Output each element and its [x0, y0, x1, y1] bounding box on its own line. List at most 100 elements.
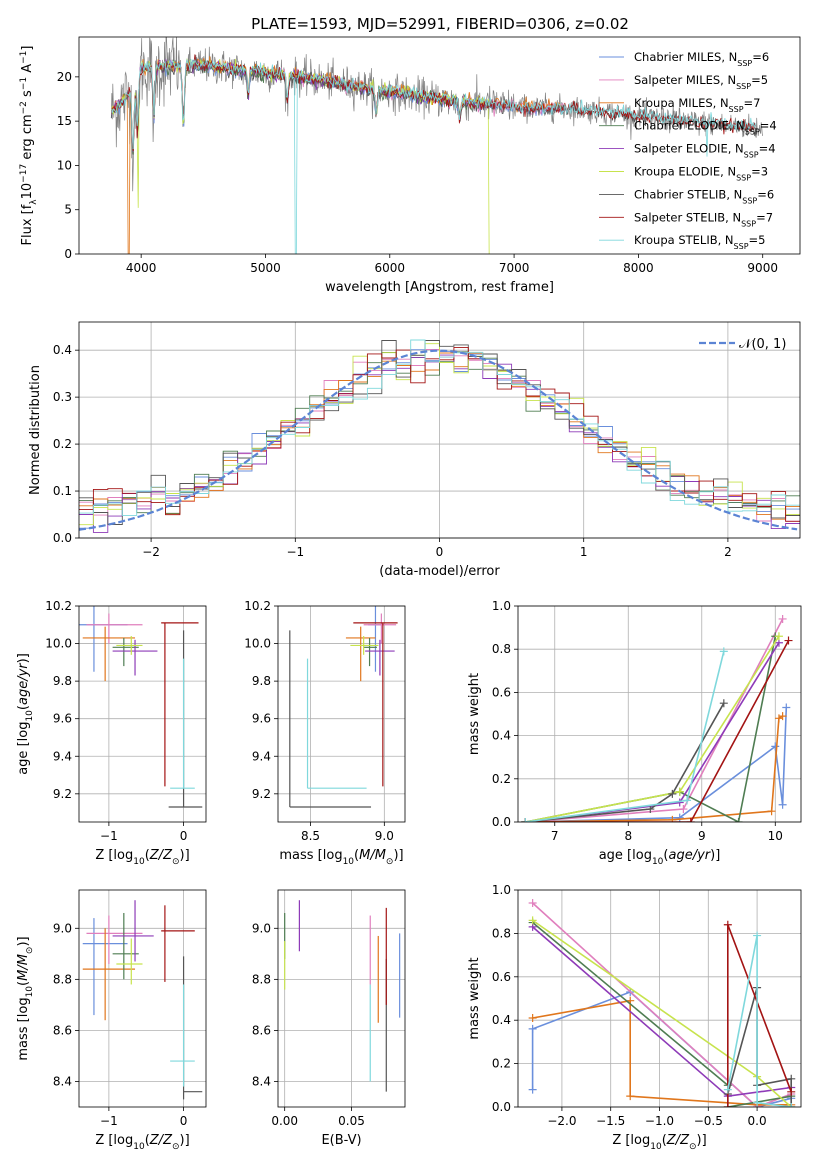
weight-marker [719, 647, 728, 656]
weight-marker [723, 1103, 732, 1107]
y-tick-label: 0.4 [492, 1013, 511, 1027]
y-tick-label: 10.0 [45, 637, 72, 651]
x-tick-label: −1 [100, 829, 118, 843]
weight-marker [778, 712, 787, 721]
plots-container: 4000 5000 6000 7000 8000 900005101520waveleng… [16, 36, 802, 1152]
plot-area-weight_vs_age [521, 614, 793, 822]
chart-residuals: −2 −1 0 1 2 0.0 0.1 0.2 0.3 0.4 (data-model)/error… [28, 321, 801, 579]
x-axis-label: E(B-V) [321, 1133, 361, 1148]
plot-area-weight_vs_Z [528, 899, 796, 1107]
chart-weight_vs_age: 7 8 9 10 0.0 0.2 0.4 0.6 0.8 1.0 age [log10(age/yr… [467, 599, 802, 867]
y-tick-label: 9.6 [53, 712, 72, 726]
weight-marker [528, 916, 537, 925]
weight-line-kroupa-stelib [727, 935, 792, 1107]
weight-marker [782, 703, 791, 712]
x-axis-label: mass [log10(M/M⊙)] [279, 848, 403, 867]
legend-label: Chabrier MILES, NSSP=6 [634, 50, 769, 68]
legend-label: Chabrier ELODIE, NSSP=4 [634, 119, 777, 137]
x-axis-label: (data-model)/error [379, 564, 500, 579]
weight-marker [723, 920, 732, 929]
plot-area-mass_vs_ebv [284, 900, 401, 1092]
y-tick-label: 0.0 [53, 531, 72, 545]
chart-weight_vs_Z: −2.0 −1.5 −1.0 −0.5 0.0 0.0 0.2 0.4 0.6 0.8 1.0 Z [… [467, 883, 802, 1152]
y-tick-label: 9.2 [252, 787, 271, 801]
legend-label: 𝒩(0, 1) [739, 337, 786, 352]
x-tick-label: 0 [180, 1114, 188, 1128]
legend-label: Salpeter ELODIE, NSSP=4 [634, 142, 776, 160]
weight-marker [778, 800, 787, 809]
weight-marker [683, 796, 692, 805]
y-tick-label: 8.8 [252, 972, 271, 986]
x-tick-label: 9 [698, 829, 706, 843]
model-line-kroupa-stelib [110, 58, 757, 254]
x-tick-label: 7 [551, 829, 559, 843]
weight-marker [528, 899, 537, 908]
axes-frame [277, 605, 406, 823]
x-tick-label: −1.0 [645, 1114, 674, 1128]
x-tick-label: 8 [624, 829, 632, 843]
y-tick-label: 0.8 [492, 926, 511, 940]
x-axis-label: age [log10(age/yr)] [599, 848, 721, 867]
x-axis-label: Z [log10(Z/Z⊙)] [612, 1133, 706, 1152]
weight-marker [675, 787, 684, 796]
weight-line-salpeter-stelib [525, 640, 790, 822]
weight-line-chabrier-stelib [525, 702, 725, 822]
x-tick-label: −0.5 [694, 1114, 723, 1128]
y-axis-label: age [log10(age/yr)] [16, 653, 35, 775]
residual-histogram-kroupa-stelib [79, 339, 800, 516]
weight-marker [723, 1085, 732, 1094]
plot-area-age_vs_Z [79, 606, 203, 808]
y-tick-label: 0.4 [492, 729, 511, 743]
axes-frame [517, 605, 802, 823]
legend-label: Kroupa ELODIE, NSSP=3 [634, 165, 768, 183]
axes-frame [78, 321, 801, 539]
legend-label: Kroupa STELIB, NSSP=5 [634, 233, 765, 251]
y-tick-label: 0.0 [492, 815, 511, 829]
weight-marker [646, 805, 655, 814]
y-tick-label: 10.2 [45, 599, 72, 613]
y-tick-label: 9.4 [252, 749, 271, 763]
gaussian-curve [79, 349, 798, 531]
x-tick-label: 8.5 [301, 829, 320, 843]
x-tick-label: −1.5 [596, 1114, 625, 1128]
y-tick-label: 9.0 [53, 921, 72, 935]
legend-label: Chabrier STELIB, NSSP=6 [634, 187, 774, 205]
y-tick-label: 9.8 [252, 674, 271, 688]
plot-area-age_vs_mass [289, 606, 398, 808]
x-tick-label: 1 [580, 545, 588, 559]
x-tick-label: 7000 [499, 261, 530, 275]
x-tick-label: 0.0 [748, 1114, 767, 1128]
y-tick-label: 9.8 [53, 674, 72, 688]
y-axis-label: mass [log10(M/M⊙)] [16, 936, 35, 1060]
legend-label: Salpeter STELIB, NSSP=7 [634, 210, 773, 228]
x-tick-label: −2 [142, 545, 160, 559]
y-tick-label: 8.4 [252, 1074, 271, 1088]
legend-label: Kroupa MILES, NSSP=7 [634, 96, 760, 114]
weight-marker [668, 789, 677, 798]
x-tick-label: 4000 [126, 261, 157, 275]
chart-mass_vs_ebv: 0.00 0.05 8.4 8.6 8.8 9.0 E(B-V) [252, 889, 406, 1148]
x-axis-label: wavelength [Angstrom, rest frame] [325, 280, 554, 295]
weight-marker [675, 798, 684, 807]
weight-marker [626, 1092, 635, 1101]
y-tick-label: 10 [57, 158, 72, 172]
weight-marker [528, 1024, 537, 1033]
y-tick-label: 0.6 [492, 685, 511, 699]
weight-marker [679, 805, 688, 814]
x-tick-label: 0 [436, 545, 444, 559]
weight-marker [734, 818, 743, 822]
y-tick-label: 0.8 [492, 642, 511, 656]
x-tick-label: 9.0 [375, 829, 394, 843]
chart-mass_vs_Z: −1 0 8.4 8.6 8.8 9.0 Z [log10(Z/Z⊙)] mass [log1… [16, 889, 207, 1152]
residual-histogram-chabrier-elodie [79, 351, 800, 514]
weight-marker [771, 742, 780, 751]
plot-area-residuals [79, 339, 800, 533]
y-tick-label: 20 [57, 70, 72, 84]
y-tick-label: 9.6 [252, 712, 271, 726]
x-axis-label: Z [log10(Z/Z⊙)] [95, 848, 189, 867]
y-tick-label: 0.2 [492, 772, 511, 786]
weight-marker [753, 1098, 762, 1107]
y-tick-label: 9.2 [53, 787, 72, 801]
chart-spectrum: 4000 5000 6000 7000 8000 9000 0 5 10 15 20 waveleng… [19, 36, 801, 295]
